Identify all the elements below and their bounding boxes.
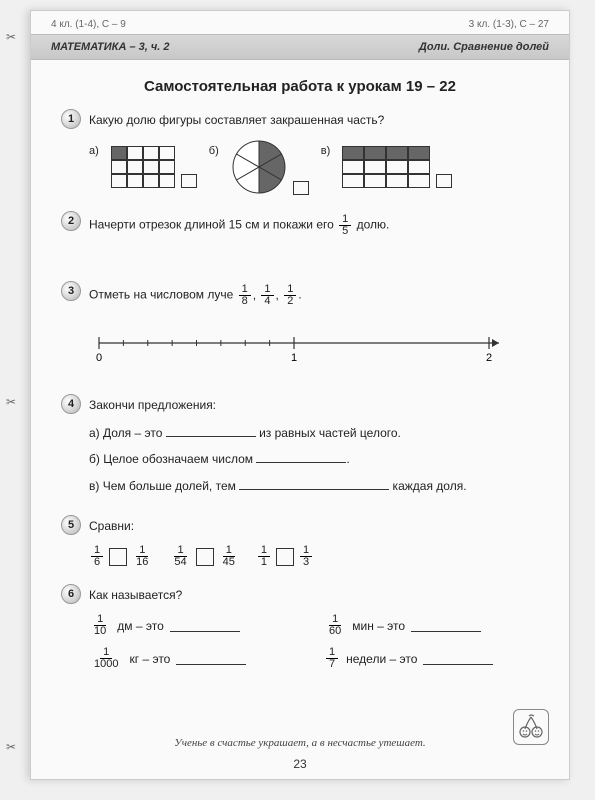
blank-field[interactable] (170, 620, 240, 632)
top-references: 4 кл. (1-4), С – 9 3 кл. (1-3), С – 27 (31, 11, 569, 34)
task-text: Отметь на числовом луче 18, 14, 12. (89, 281, 302, 307)
figure-b (231, 139, 309, 195)
figure-label-b: б) (209, 145, 219, 157)
cut-mark-icon: ✂ (6, 30, 16, 44)
figure-label-a: а) (89, 145, 99, 157)
compare-box[interactable] (276, 548, 294, 566)
sentences: а) Доля – это из равных частей целого. б… (89, 420, 539, 499)
cut-mark-icon: ✂ (6, 740, 16, 754)
cut-mark-icon: ✂ (6, 395, 16, 409)
task-4: 4 Закончи предложения: а) Доля – это из … (61, 394, 539, 499)
task-6: 6 Как называется? 110дм – это160мин – эт… (61, 584, 539, 670)
footer-quote: Ученье в счастье украшает, а в несчастье… (31, 737, 569, 749)
fraction: 1 5 (339, 214, 351, 237)
ref-left: 4 кл. (1-4), С – 9 (51, 19, 126, 30)
blank-field[interactable] (176, 653, 246, 665)
svg-text:1: 1 (291, 352, 297, 364)
answer-box[interactable] (293, 181, 309, 195)
task-number: 1 (61, 109, 81, 129)
header-topic: Доли. Сравнение долей (419, 41, 549, 53)
answer-box[interactable] (181, 174, 197, 188)
header-subject: МАТЕМАТИКА – 3, ч. 2 (51, 41, 170, 53)
header-bar: МАТЕМАТИКА – 3, ч. 2 Доли. Сравнение дол… (31, 34, 569, 60)
task-number: 5 (61, 515, 81, 535)
task-number: 2 (61, 211, 81, 231)
svg-text:0: 0 (96, 352, 102, 364)
compare-box[interactable] (109, 548, 127, 566)
blank-field[interactable] (166, 425, 256, 437)
figure-c (342, 146, 452, 188)
task-text: Начерти отрезок длиной 15 см и покажи ег… (89, 211, 389, 237)
task-number: 6 (61, 584, 81, 604)
task-2: 2 Начерти отрезок длиной 15 см и покажи … (61, 211, 539, 265)
figure-label-c: в) (321, 145, 331, 157)
worksheet-page: 4 кл. (1-4), С – 9 3 кл. (1-3), С – 27 М… (30, 10, 570, 780)
blank-field[interactable] (423, 653, 493, 665)
answer-box[interactable] (436, 174, 452, 188)
task-5: 5 Сравни: 161161541451113 (61, 515, 539, 568)
page-number: 23 (31, 757, 569, 771)
pie-chart-icon (231, 139, 287, 195)
task-3: 3 Отметь на числовом луче 18, 14, 12. 0 1… (61, 281, 539, 378)
blank-field[interactable] (256, 451, 346, 463)
task-text: Как называется? (89, 584, 182, 604)
task-text: Какую долю фигуры составляет закрашенная… (89, 109, 384, 129)
task-text: Закончи предложения: (89, 394, 216, 414)
svg-text:2: 2 (486, 352, 492, 364)
main-title: Самостоятельная работа к урокам 19 – 22 (61, 78, 539, 95)
task-number: 4 (61, 394, 81, 414)
blank-field[interactable] (239, 478, 389, 490)
task-text: Сравни: (89, 515, 134, 535)
task-number: 3 (61, 281, 81, 301)
number-line: 0 1 2 (89, 325, 509, 369)
blank-field[interactable] (411, 620, 481, 632)
ref-right: 3 кл. (1-3), С – 27 (469, 19, 549, 30)
task-1: 1 Какую долю фигуры составляет закрашенн… (61, 109, 539, 195)
compare-box[interactable] (196, 548, 214, 566)
figure-a (111, 146, 197, 188)
